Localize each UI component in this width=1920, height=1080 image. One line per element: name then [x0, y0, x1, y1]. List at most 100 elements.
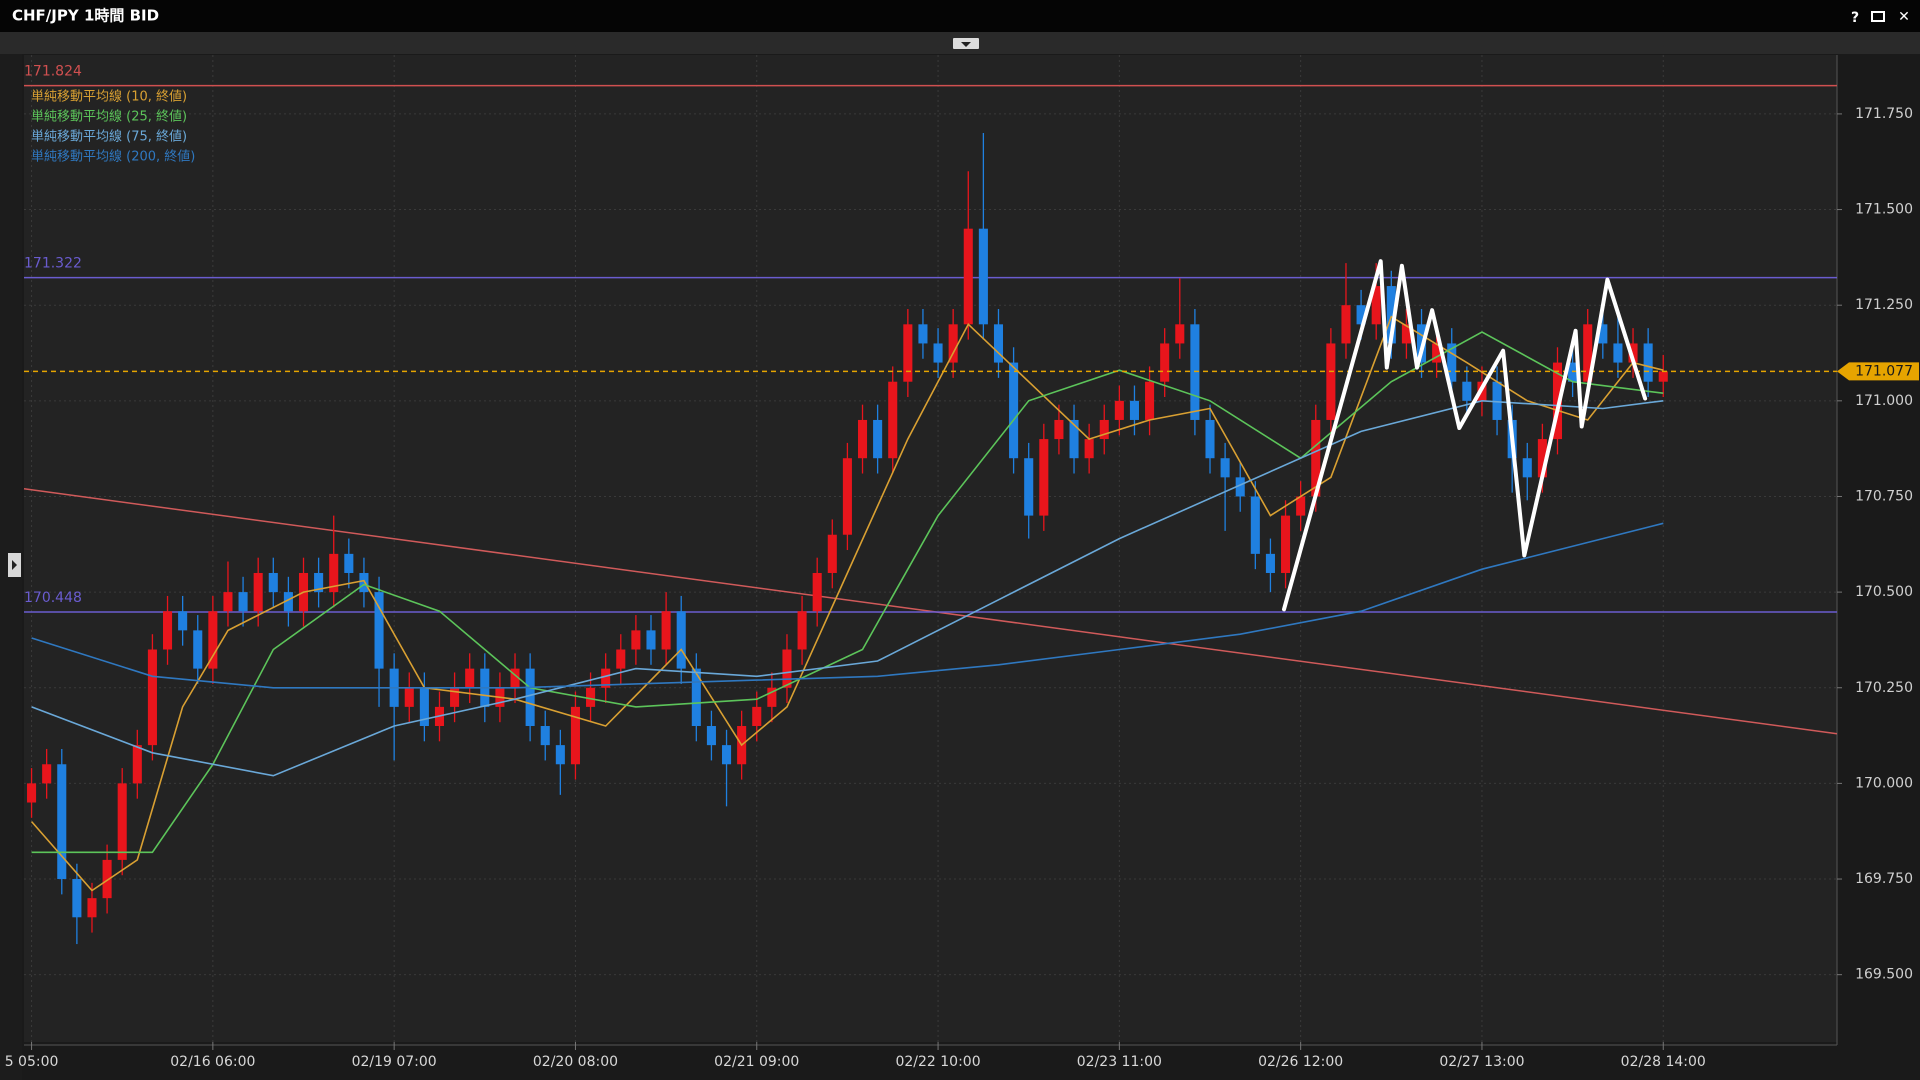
candle-body [1024, 458, 1034, 516]
y-tick-label: 170.500 [1855, 584, 1913, 600]
close-button[interactable]: ✕ [1898, 9, 1910, 25]
candle-body [238, 592, 248, 612]
candle-body [1296, 496, 1306, 516]
candle-body [631, 630, 641, 650]
y-tick-label: 171.750 [1855, 106, 1913, 122]
candle-body [1386, 286, 1396, 344]
x-tick-label: 02/23 11:00 [1077, 1054, 1162, 1070]
candle-body [1341, 305, 1351, 344]
maximize-button[interactable] [1871, 11, 1885, 22]
candle-body [827, 534, 837, 573]
candle-body [1099, 419, 1109, 440]
candle-body [1220, 458, 1230, 478]
x-tick-label: 02/19 07:00 [352, 1054, 437, 1070]
candle-body [1039, 439, 1049, 516]
candle-body [555, 745, 565, 765]
candle-body [1190, 324, 1200, 420]
x-tick-label: 02/26 12:00 [1258, 1054, 1343, 1070]
candle-body [1265, 553, 1275, 573]
candle-body [616, 649, 626, 669]
y-tick-label: 170.750 [1855, 488, 1913, 504]
candle-body [1175, 324, 1185, 344]
candle-body [722, 745, 732, 765]
candle-body [1054, 419, 1064, 440]
candle-body [1522, 458, 1532, 478]
candle-body [132, 745, 142, 784]
candle-body [1160, 343, 1170, 382]
candle-body [948, 324, 958, 363]
x-tick-label: 02/27 13:00 [1439, 1054, 1524, 1070]
candle-body [1281, 515, 1291, 573]
legend-entry: 単純移動平均線 (200, 終値) [31, 149, 195, 165]
candle-body [1235, 477, 1245, 497]
trend-line [23, 488, 1838, 735]
candle-body [812, 572, 822, 612]
candle-body [903, 324, 913, 382]
candle-body [691, 668, 701, 727]
x-tick-label: 02/22 10:00 [895, 1054, 980, 1070]
candle-body [253, 572, 263, 612]
labels: 169.500 169.750 170.000 170.250 170.500 170.7… [5, 64, 1919, 1070]
side-toggle-arrow [12, 560, 17, 570]
candle-body [450, 687, 460, 707]
candle-body [1401, 324, 1411, 344]
candle-body [963, 228, 973, 325]
candle-body [1114, 400, 1124, 420]
x-tick-label: 02/21 09:00 [714, 1054, 799, 1070]
candle-body [767, 687, 777, 707]
candle-body [1250, 496, 1260, 554]
candle-body [1205, 419, 1215, 459]
candle-body [646, 630, 656, 650]
plot-area [24, 55, 1837, 1042]
marks [23, 84, 1838, 945]
moving-average-line [31, 399, 1664, 777]
help-button[interactable]: ? [1851, 10, 1859, 26]
candle-body [570, 706, 580, 765]
candle-body [57, 764, 67, 880]
candle-body [344, 553, 354, 573]
y-tick-label: 171.250 [1855, 297, 1913, 313]
candle-body [1311, 419, 1321, 497]
moving-average-line [31, 331, 1664, 854]
candle-body [87, 898, 97, 918]
candle-body [1069, 419, 1079, 459]
candle-body [1613, 343, 1623, 363]
horizontal-line-label: 170.448 [24, 590, 82, 606]
candle-body [223, 592, 233, 612]
candle-body [208, 611, 218, 669]
candle-body [586, 687, 596, 707]
candle-body [1145, 381, 1155, 420]
candle-body [601, 668, 611, 688]
candle-body [797, 611, 807, 650]
candle-body [314, 572, 324, 593]
x-tick-label: 02/28 14:00 [1621, 1054, 1706, 1070]
last-price-tag [1837, 362, 1919, 381]
candle-body [1326, 343, 1336, 420]
candle-body [540, 726, 550, 746]
candle-body [359, 572, 369, 593]
candle-body [1432, 343, 1442, 363]
candle-body [1568, 362, 1578, 382]
hand-drawing [1282, 259, 1648, 612]
candle-body [283, 592, 293, 612]
candle-body [510, 668, 520, 688]
candle-body [1371, 286, 1381, 325]
candle-body [978, 228, 988, 325]
candle-body [268, 572, 278, 593]
candle-body [404, 687, 414, 707]
candle-body [1628, 343, 1638, 363]
x-tick-label: 02/16 06:00 [170, 1054, 255, 1070]
candle-body [147, 649, 157, 746]
candle-body [1129, 400, 1139, 420]
candle-body [27, 783, 37, 803]
collapse-arrow [961, 42, 971, 47]
horizontal-line-label: 171.322 [24, 256, 82, 272]
legend-entry: 単純移動平均線 (10, 終値) [31, 89, 187, 105]
candle-body [193, 630, 203, 669]
candle-body [465, 668, 475, 688]
candle-body [1552, 362, 1563, 440]
candle-body [117, 783, 127, 860]
candle-body [1009, 362, 1019, 459]
candle-body [1658, 371, 1668, 382]
